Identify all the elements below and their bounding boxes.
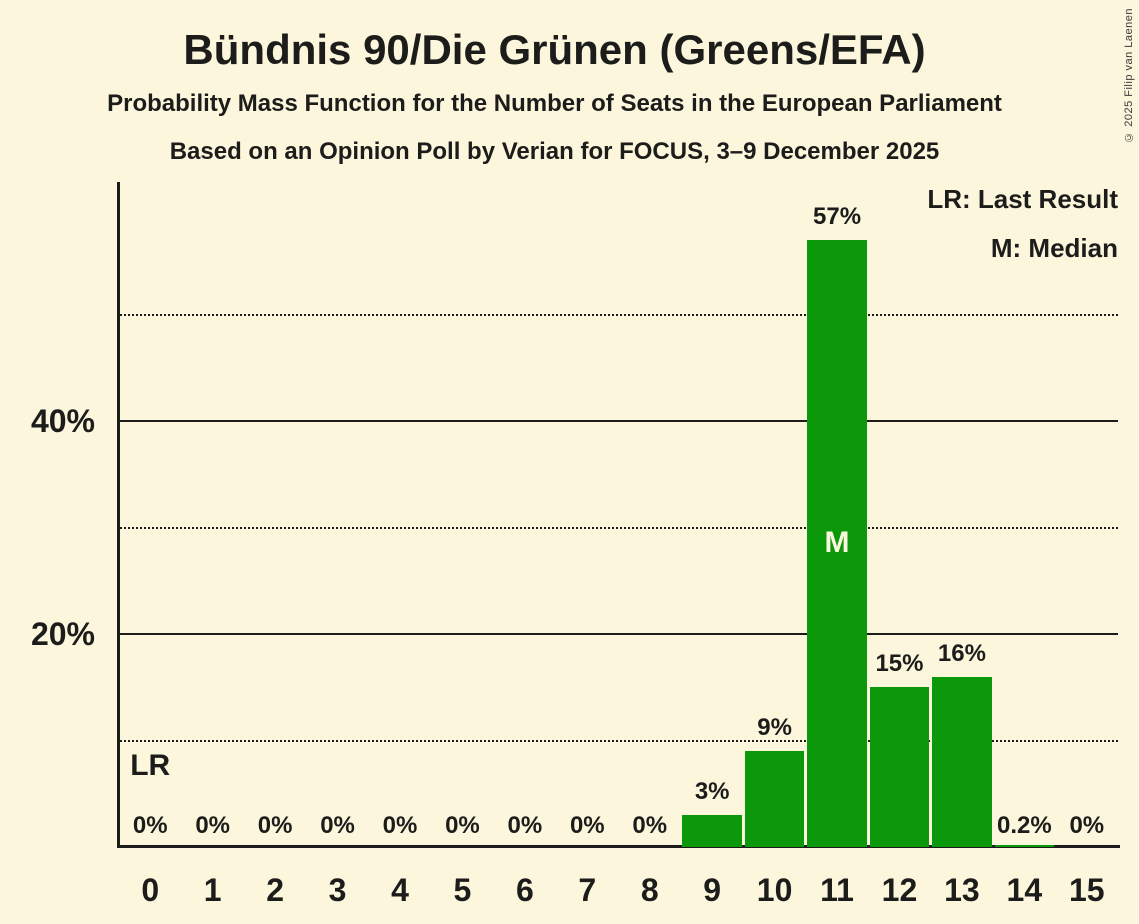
bar-label-seat-4: 0%: [382, 812, 418, 839]
bar-label-seat-9: 3%: [694, 778, 730, 806]
legend-last-result: LR: Last Result: [927, 184, 1118, 214]
bar-seat-14: [994, 844, 1055, 847]
last-result-marker: LR: [130, 749, 171, 782]
bar-label-seat-7: 0%: [569, 812, 605, 839]
bar-label-seat-11: 57%: [813, 202, 862, 230]
xtick-label-3: 3: [328, 872, 347, 908]
bar-seat-9: [682, 815, 742, 847]
y-axis-line: [117, 182, 120, 848]
xtick-label-9: 9: [703, 872, 722, 908]
xtick-label-2: 2: [266, 872, 284, 908]
copyright-notice: © 2025 Filip van Laenen: [1123, 8, 1135, 143]
bar-label-seat-8: 0%: [632, 812, 668, 839]
bar-label-seat-15: 0%: [1069, 812, 1105, 839]
gridline-30pct: [120, 526, 1118, 529]
bar-label-seat-13: 16%: [937, 639, 986, 667]
bar-label-seat-5: 0%: [445, 812, 480, 839]
median-marker: M: [824, 526, 850, 560]
xtick-label-1: 1: [203, 872, 222, 908]
xtick-label-8: 8: [640, 872, 659, 908]
gridline-10pct: [120, 739, 1118, 742]
ytick-label-40pct: 40%: [30, 403, 95, 439]
xtick-label-15: 15: [1068, 872, 1105, 908]
xtick-label-5: 5: [453, 872, 472, 908]
bar-label-seat-14: 0.2%: [996, 812, 1052, 839]
xtick-label-4: 4: [391, 872, 409, 908]
gridline-50pct: [120, 313, 1118, 316]
xtick-label-12: 12: [881, 872, 918, 908]
bar-label-seat-2: 0%: [257, 812, 293, 839]
xtick-label-10: 10: [756, 872, 793, 908]
bar-seat-11: [807, 239, 867, 847]
xtick-label-11: 11: [820, 872, 854, 908]
bar-label-seat-12: 15%: [875, 650, 924, 678]
gridline-40pct: [120, 420, 1118, 422]
ytick-label-20pct: 20%: [30, 616, 95, 652]
xtick-label-0: 0: [141, 872, 160, 908]
bar-seat-12: [869, 687, 930, 847]
bar-seat-13: [932, 676, 992, 847]
bar-label-seat-3: 0%: [320, 812, 355, 839]
bar-label-seat-10: 9%: [757, 714, 792, 742]
legend-median: M: Median: [990, 233, 1118, 263]
xtick-label-13: 13: [944, 872, 980, 908]
bar-seat-10: [744, 751, 805, 847]
xtick-label-14: 14: [1006, 872, 1043, 908]
gridline-20pct: [120, 633, 1118, 635]
chart-subtitle-line2: Based on an Opinion Poll by Verian for F…: [169, 138, 940, 165]
xtick-label-6: 6: [515, 872, 534, 908]
page-title: Bündnis 90/Die Grünen (Greens/EFA): [183, 26, 926, 73]
chart-subtitle-line1: Probability Mass Function for the Number…: [107, 90, 1002, 117]
xtick-label-7: 7: [578, 872, 597, 908]
bar-label-seat-1: 0%: [195, 812, 230, 839]
x-axis-line: [117, 845, 1120, 848]
bar-label-seat-0: 0%: [132, 812, 168, 839]
bar-label-seat-6: 0%: [507, 812, 543, 839]
